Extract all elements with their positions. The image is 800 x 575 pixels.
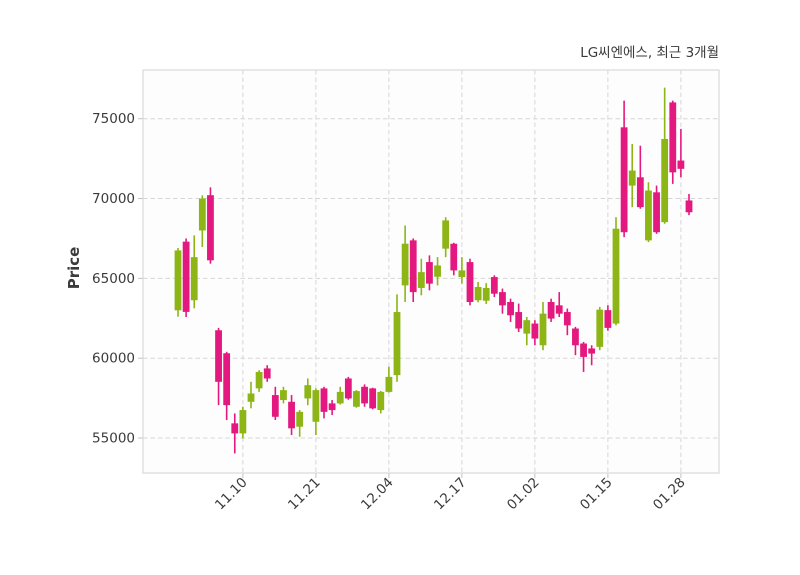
candle-body	[385, 376, 393, 392]
candle-body	[466, 262, 474, 302]
x-tick-label: 01.02	[504, 475, 543, 514]
candle-body	[661, 138, 669, 223]
candle-body	[474, 286, 482, 301]
candle-body	[328, 403, 336, 411]
candle-body	[409, 240, 417, 293]
candle-body	[434, 265, 441, 277]
candle-body	[677, 160, 685, 169]
candle-body	[263, 368, 271, 379]
candle-body	[247, 393, 255, 402]
y-axis-label: Price	[65, 247, 83, 290]
candle-body	[393, 312, 401, 376]
candle-body	[182, 241, 190, 312]
candle-body	[596, 309, 604, 347]
y-tick-label: 60000	[92, 351, 135, 367]
candle-body	[417, 272, 425, 288]
candle-body	[336, 391, 344, 404]
y-tick-label: 70000	[92, 191, 135, 207]
candle-body	[369, 388, 377, 409]
y-tick-label: 55000	[92, 431, 135, 447]
candle-body	[563, 312, 571, 326]
candle-body	[288, 401, 295, 429]
candle-body	[255, 371, 263, 389]
x-tick-label: 01.15	[577, 475, 616, 514]
candle-body	[669, 102, 677, 173]
candle-body	[239, 410, 247, 434]
candle-body	[685, 200, 693, 213]
candle-body	[344, 378, 352, 399]
candle-body	[458, 270, 466, 278]
candle-body	[499, 292, 506, 306]
candle-body	[531, 323, 539, 339]
candle-body	[296, 411, 304, 427]
candle-body	[572, 328, 579, 346]
candle-body	[377, 391, 385, 411]
candle-body	[304, 385, 312, 399]
candle-body	[450, 243, 458, 271]
candle-body	[426, 262, 433, 284]
x-tick-label: 12.17	[431, 475, 470, 514]
candle-body	[523, 320, 531, 334]
candle-body	[620, 127, 628, 233]
x-tick-label: 11.10	[212, 475, 251, 514]
x-tick-label: 12.04	[358, 475, 397, 514]
chart-title: LG씨엔에스, 최근 3개월	[580, 45, 719, 61]
candle-body	[555, 305, 563, 314]
y-tick-label: 65000	[92, 271, 135, 287]
y-tick-label: 75000	[92, 111, 135, 127]
candle-body	[580, 343, 587, 357]
candle-body	[588, 348, 596, 354]
candle-body	[174, 250, 182, 311]
candle-body	[312, 390, 320, 422]
candle-body	[612, 228, 620, 324]
candle-body	[490, 277, 498, 294]
candle-body	[215, 330, 222, 382]
candle-body	[280, 390, 287, 401]
x-tick-label: 01.28	[650, 475, 689, 514]
candle-body	[353, 391, 360, 407]
candle-body	[547, 301, 555, 319]
candle-body	[645, 190, 652, 241]
candle-body	[604, 310, 612, 328]
candle-body	[271, 395, 279, 417]
candle-body	[198, 198, 206, 231]
plot-layers: 55000 60000 65000 70000 75000 11.10 11.21 12.04…	[92, 69, 720, 514]
candle-body	[401, 243, 409, 286]
x-tick-label: 11.21	[285, 475, 324, 514]
candle-body	[515, 312, 523, 329]
candle-body	[507, 301, 514, 316]
candle-body	[223, 353, 231, 406]
candle-body	[361, 386, 368, 404]
candle-body	[653, 192, 660, 233]
candle-body	[442, 220, 450, 249]
candle-body	[482, 287, 490, 301]
candle-body	[207, 195, 214, 261]
candle-body	[190, 257, 198, 301]
candle-body	[231, 423, 239, 434]
plot-border	[142, 69, 720, 474]
candle-body	[539, 313, 547, 346]
candle-body	[628, 170, 636, 186]
candle-body	[636, 177, 644, 208]
candle-body	[320, 388, 328, 412]
